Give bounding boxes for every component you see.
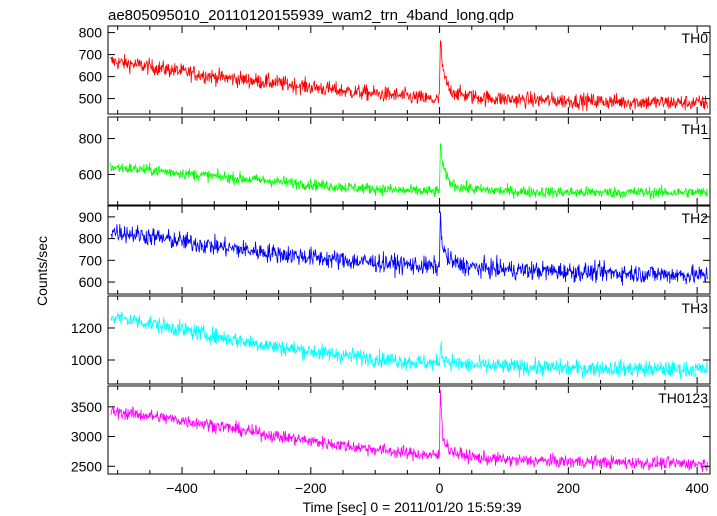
panel-label: TH3 xyxy=(682,300,709,316)
panel-th0: 500 600 700 800 TH0 xyxy=(79,25,711,115)
y-tick-label: 1000 xyxy=(71,352,102,368)
panel-label: TH0123 xyxy=(658,390,708,406)
series-line-th0123 xyxy=(110,390,708,473)
panel-frame xyxy=(107,295,711,385)
y-tick-label: 900 xyxy=(79,209,103,225)
y-tick-label: 3500 xyxy=(71,399,102,415)
panel-frame xyxy=(107,205,711,295)
panel-th3: 1000 1200 TH3 xyxy=(71,295,711,385)
panel-label: TH2 xyxy=(682,210,709,226)
panel-th0123: 2500 3000 3500 TH0123 xyxy=(71,385,711,475)
series-line-th0 xyxy=(110,40,708,111)
y-tick-label: 3000 xyxy=(71,429,102,445)
series-line-th2 xyxy=(110,211,708,286)
panel-label: TH1 xyxy=(682,121,709,137)
panels-group: 500 600 700 800 TH0 600 800 TH1 600 700 800 900 TH2 1… xyxy=(71,25,711,496)
y-tick-label: 700 xyxy=(79,252,103,268)
y-tick-label: 800 xyxy=(79,25,103,41)
x-tick-label: 0 xyxy=(436,480,444,496)
panel-frame xyxy=(107,116,711,206)
x-axis-label: Time [sec] 0 = 2011/01/20 15:59:39 xyxy=(302,499,521,515)
series-line-th3 xyxy=(110,311,708,381)
x-tick-label: −400 xyxy=(166,480,198,496)
y-axis-label: Counts/sec xyxy=(34,236,50,306)
y-tick-label: 2500 xyxy=(71,458,102,474)
series-line-th1 xyxy=(110,142,708,200)
x-tick-label: −200 xyxy=(295,480,327,496)
y-tick-label: 800 xyxy=(79,231,103,247)
y-tick-label: 600 xyxy=(79,69,103,85)
panel-frame xyxy=(107,385,711,475)
y-tick-label: 600 xyxy=(79,274,103,290)
panel-label: TH0 xyxy=(682,30,709,46)
y-tick-label: 700 xyxy=(79,47,103,63)
panel-th1: 600 800 TH1 xyxy=(79,116,711,206)
panel-frame xyxy=(107,25,711,115)
x-tick-label: 200 xyxy=(557,480,581,496)
y-tick-label: 500 xyxy=(79,91,103,107)
chart-title: ae805095010_20110120155939_wam2_trn_4ban… xyxy=(108,7,514,24)
panel-th2: 600 700 800 900 TH2 xyxy=(79,205,711,295)
y-tick-label: 600 xyxy=(79,166,103,182)
y-tick-label: 1200 xyxy=(71,320,102,336)
y-tick-label: 800 xyxy=(79,131,103,147)
x-tick-label: 400 xyxy=(685,480,709,496)
